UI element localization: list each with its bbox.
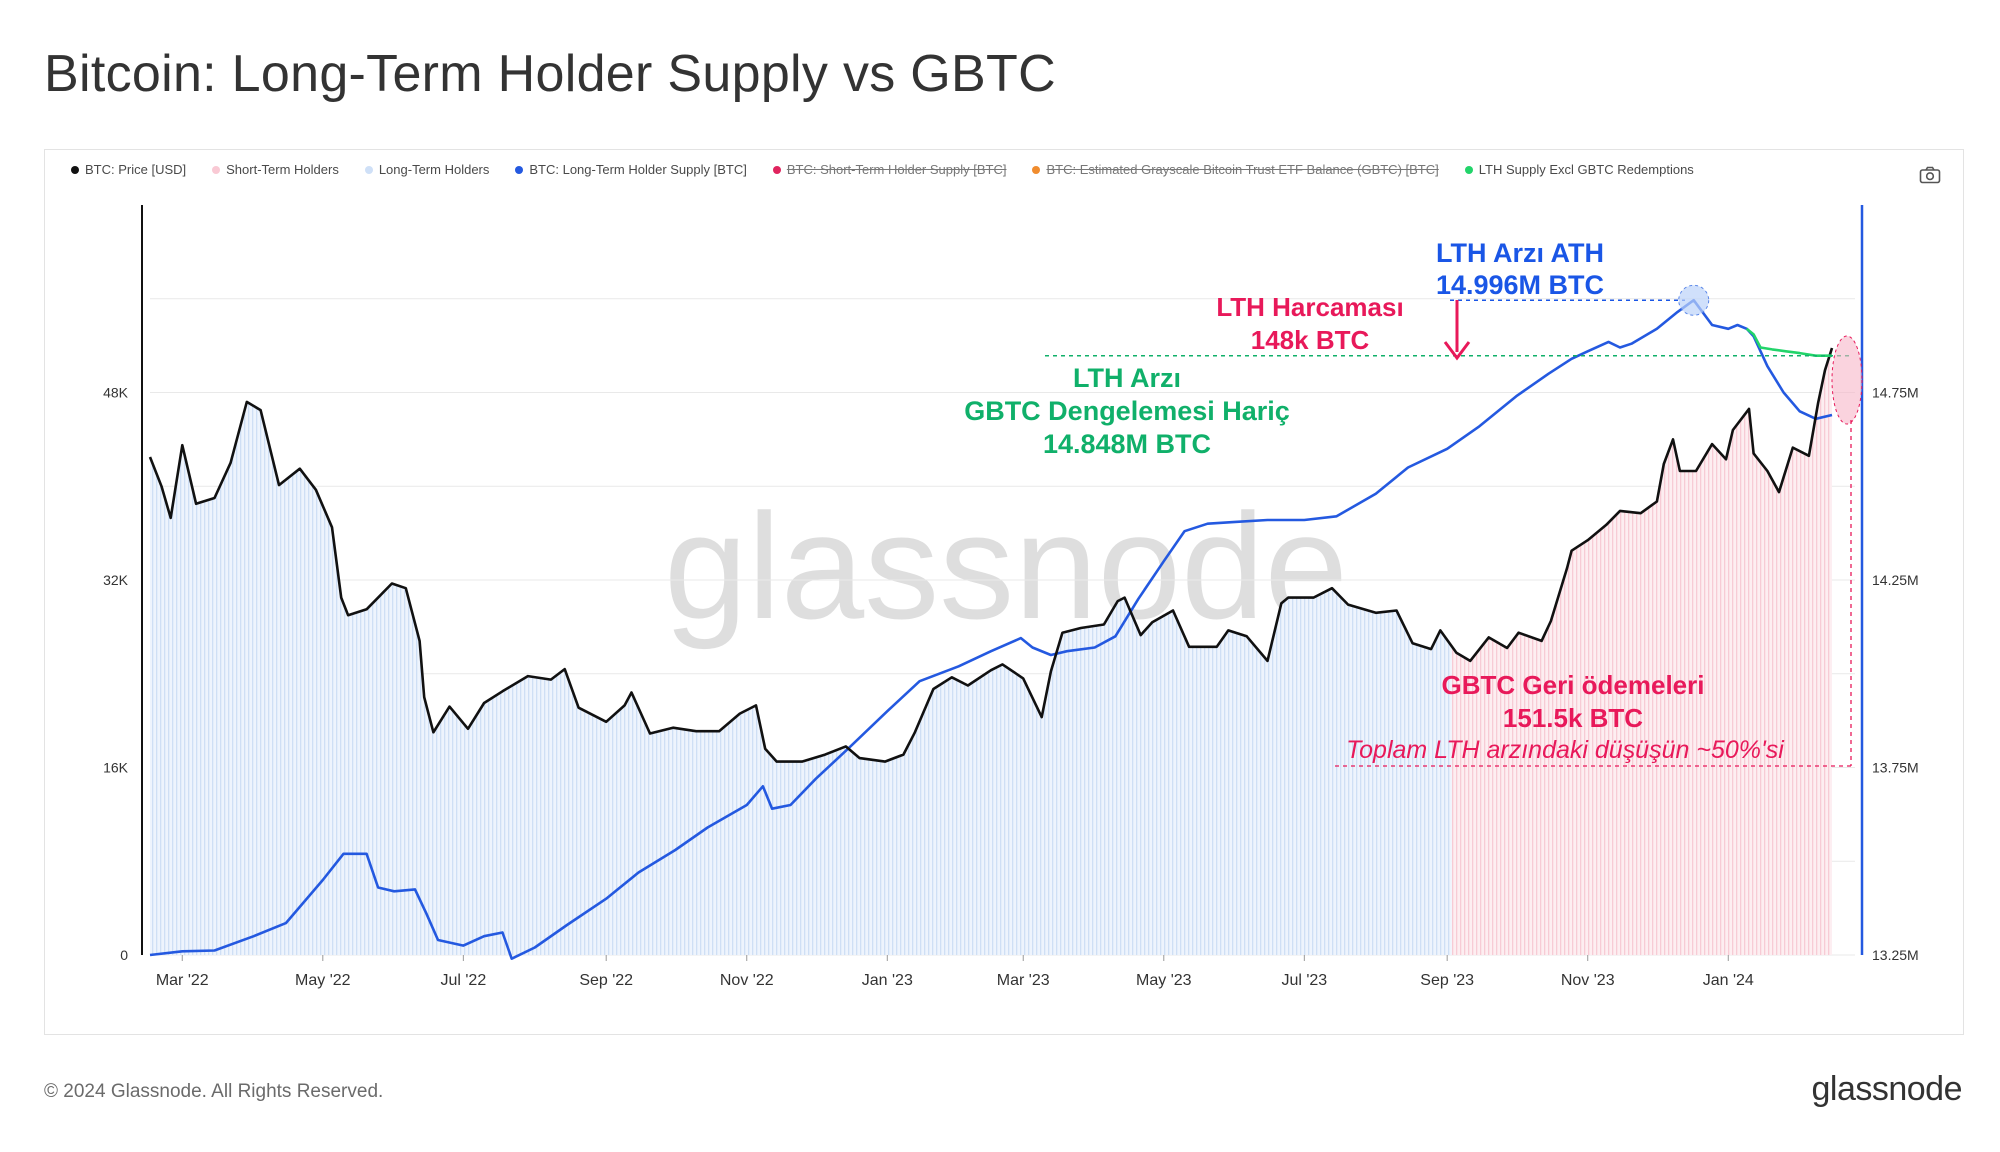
annotation-ath-line1: LTH Arzı ATH — [1436, 238, 1604, 268]
legend-item-price[interactable]: BTC: Price [USD] — [71, 162, 186, 177]
legend-label: Long-Term Holders — [378, 162, 490, 177]
x-tick-label: Nov '23 — [1561, 972, 1615, 989]
redemption-marker — [1831, 335, 1863, 425]
footer-copyright: © 2024 Glassnode. All Rights Reserved. — [44, 1081, 384, 1102]
x-tick-label: Mar '22 — [156, 972, 209, 989]
x-tick-label: Jul '22 — [440, 972, 486, 989]
x-tick-label: Jan '23 — [862, 972, 913, 989]
x-tick-label: May '23 — [1136, 972, 1192, 989]
y-left-tick-label: 48K — [103, 385, 129, 401]
series-line-btc-price — [148, 347, 1834, 763]
legend-item-gbtc-balance[interactable]: BTC: Estimated Grayscale Bitcoin Trust E… — [1032, 162, 1439, 177]
x-tick-label: Jan '24 — [1703, 972, 1754, 989]
x-tick-label: Mar '23 — [997, 972, 1050, 989]
annotation-layer: LTH Arzı ATH 14.996M BTC LTH Harcaması 1… — [964, 238, 1863, 767]
legend-dot — [1464, 165, 1473, 174]
x-tick-label: Sep '22 — [579, 972, 633, 989]
page-title: Bitcoin: Long-Term Holder Supply vs GBTC — [44, 45, 1056, 103]
series-line-lth-supply — [149, 298, 1833, 960]
legend-dot — [515, 165, 524, 174]
annotation-excl-line3: 14.848M BTC — [1043, 429, 1211, 459]
watermark: glassnode — [664, 482, 1348, 650]
annotation-excl-line1: LTH Arzı — [1073, 363, 1181, 393]
legend-label: Short-Term Holders — [226, 162, 339, 177]
legend-label: BTC: Estimated Grayscale Bitcoin Trust E… — [1046, 162, 1439, 177]
legend-dot — [212, 165, 221, 174]
chart-axes: 0 16K 32K 48K 13.25M 13.75M 14.25M 14.75M Mar '2… — [103, 205, 1919, 989]
legend-label: BTC: Long-Term Holder Supply [BTC] — [529, 162, 747, 177]
annotation-spend-line2: 148k BTC — [1251, 325, 1370, 355]
legend-label: BTC: Price [USD] — [85, 162, 187, 177]
legend-item-sth-supply[interactable]: BTC: Short-Term Holder Supply [BTC] — [772, 162, 1007, 177]
x-tick-label: Nov '22 — [720, 972, 774, 989]
annotation-gbtc-line2: 151.5k BTC — [1503, 703, 1643, 733]
camera-icon[interactable] — [1919, 166, 1941, 184]
legend-dot — [364, 165, 373, 174]
x-tick-label: Sep '23 — [1420, 972, 1474, 989]
legend-item-lth-excl-gbtc[interactable]: LTH Supply Excl GBTC Redemptions — [1464, 162, 1694, 177]
annotation-gbtc-line1: GBTC Geri ödemeleri — [1442, 670, 1705, 700]
legend-item-lth[interactable]: Long-Term Holders — [364, 162, 490, 177]
y-left-tick-label: 32K — [103, 572, 129, 588]
spend-arrow-head — [1443, 341, 1471, 361]
legend-label: BTC: Short-Term Holder Supply [BTC] — [786, 162, 1007, 177]
ath-marker — [1678, 284, 1710, 316]
legend-label: LTH Supply Excl GBTC Redemptions — [1478, 162, 1694, 177]
chart-legend: BTC: Price [USD] Short-Term Holders Long… — [71, 162, 1694, 177]
legend-dot — [772, 165, 781, 174]
footer-logo: glassnode — [1811, 1070, 1962, 1108]
legend-dot — [1032, 165, 1041, 174]
legend-dot — [71, 165, 79, 174]
annotation-gbtc-line3: Toplam LTH arzındaki düşüşün ~50%'si — [1346, 736, 1785, 764]
y-left-tick-label: 16K — [103, 760, 129, 776]
x-tick-label: Jul '23 — [1281, 972, 1327, 989]
y-right-tick-label: 13.25M — [1872, 947, 1919, 963]
x-tick-label: May '22 — [295, 972, 351, 989]
annotation-excl-line2: GBTC Dengelemesi Hariç — [964, 396, 1290, 426]
legend-item-sth[interactable]: Short-Term Holders — [212, 162, 339, 177]
y-right-tick-label: 14.25M — [1872, 572, 1919, 588]
y-right-tick-label: 13.75M — [1872, 760, 1919, 776]
y-left-tick-label: 0 — [120, 947, 128, 963]
legend-item-lth-supply[interactable]: BTC: Long-Term Holder Supply [BTC] — [515, 162, 747, 177]
annotation-spend-line1: LTH Harcaması — [1216, 292, 1403, 322]
annotation-ath-line2: 14.996M BTC — [1436, 270, 1604, 300]
y-right-tick-label: 14.75M — [1872, 385, 1919, 401]
